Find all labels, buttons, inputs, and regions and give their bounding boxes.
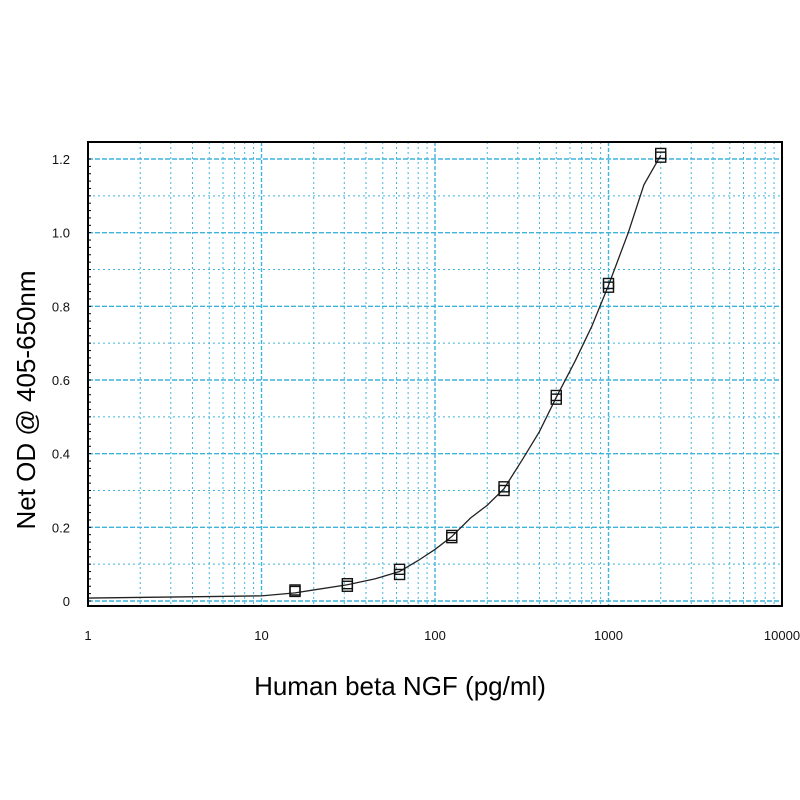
data-point-marker (498, 481, 510, 493)
y-axis-title: Net OD @ 405-650nm (11, 270, 41, 529)
y-tick-label: 1.2 (52, 152, 70, 167)
data-point-marker (550, 389, 562, 402)
fit-curve (87, 154, 662, 599)
y-tick-label: 0.2 (52, 520, 70, 535)
y-tick-labels: 0 0.2 0.4 0.6 0.8 1.0 1.2 (52, 152, 70, 609)
grid (87, 142, 782, 606)
data-point-marker (655, 147, 667, 160)
y-tick-label: 0.8 (52, 299, 70, 314)
data-point-marker (289, 584, 301, 596)
y-tick-label: 0 (63, 594, 70, 609)
data-point-marker (602, 277, 615, 290)
data-points (289, 147, 667, 598)
x-tick-label: 1000 (594, 628, 623, 643)
plot-frame (87, 141, 783, 607)
x-tick-labels: 1 10 100 1000 10000 (84, 628, 800, 643)
data-point-marker (446, 529, 458, 542)
data-point-marker (393, 563, 406, 576)
x-tick-label: 100 (424, 628, 446, 643)
x-tick-label: 10 (254, 628, 268, 643)
data-point-marker (341, 577, 354, 590)
x-tick-label: 1 (84, 628, 91, 643)
fit-curve-line (87, 154, 662, 599)
y-tick-label: 1.0 (52, 226, 70, 241)
y-tick-label: 0.6 (52, 373, 70, 388)
data-point-marker (446, 531, 458, 544)
y-tick-label: 0.4 (52, 447, 70, 462)
x-axis-title: Human beta NGF (pg/ml) (254, 671, 546, 701)
x-tick-label: 10000 (764, 628, 800, 643)
